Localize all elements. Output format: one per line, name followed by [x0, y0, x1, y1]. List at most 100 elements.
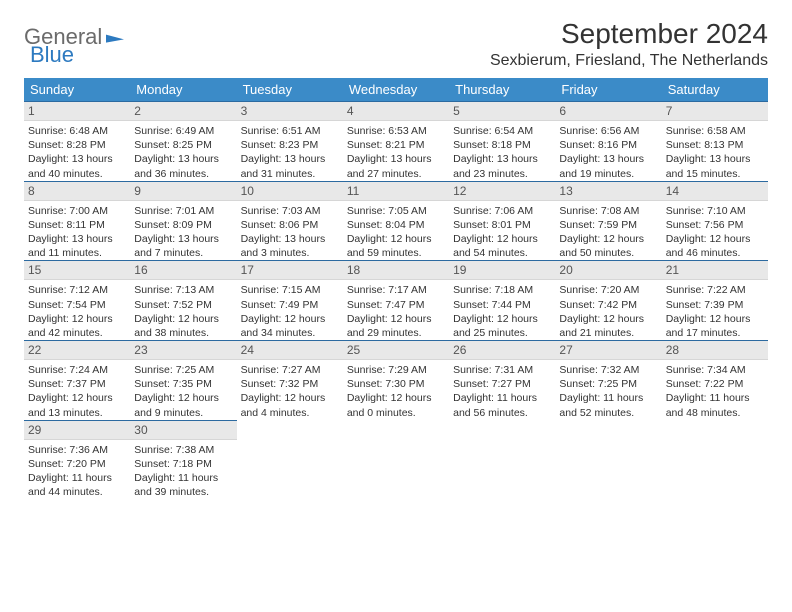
weekday-header: Thursday: [449, 78, 555, 101]
day-number: 5: [449, 101, 555, 121]
sunrise-line: Sunrise: 7:17 AM: [347, 284, 427, 296]
sunrise-line: Sunrise: 7:05 AM: [347, 205, 427, 217]
day-info: Sunrise: 7:18 AMSunset: 7:44 PMDaylight:…: [449, 280, 555, 340]
day-info: Sunrise: 7:03 AMSunset: 8:06 PMDaylight:…: [237, 201, 343, 261]
calendar-week-row: 29Sunrise: 7:36 AMSunset: 7:20 PMDayligh…: [24, 420, 768, 500]
sunrise-line: Sunrise: 6:51 AM: [241, 125, 321, 137]
sunset-line: Sunset: 7:30 PM: [347, 378, 425, 390]
daylight-line: Daylight: 12 hours and 13 minutes.: [28, 392, 113, 418]
sunset-line: Sunset: 7:42 PM: [559, 299, 637, 311]
calendar-cell: 18Sunrise: 7:17 AMSunset: 7:47 PMDayligh…: [343, 260, 449, 340]
day-info: Sunrise: 6:53 AMSunset: 8:21 PMDaylight:…: [343, 121, 449, 181]
sunrise-line: Sunrise: 7:00 AM: [28, 205, 108, 217]
daylight-line: Daylight: 11 hours and 52 minutes.: [559, 392, 643, 418]
day-info: Sunrise: 7:24 AMSunset: 7:37 PMDaylight:…: [24, 360, 130, 420]
sunset-line: Sunset: 7:22 PM: [666, 378, 744, 390]
day-info: Sunrise: 7:00 AMSunset: 8:11 PMDaylight:…: [24, 201, 130, 261]
weekday-header: Tuesday: [237, 78, 343, 101]
calendar-cell: [237, 420, 343, 500]
sunrise-line: Sunrise: 7:38 AM: [134, 444, 214, 456]
calendar-cell: 6Sunrise: 6:56 AMSunset: 8:16 PMDaylight…: [555, 101, 661, 181]
sunset-line: Sunset: 7:27 PM: [453, 378, 531, 390]
calendar-cell: 5Sunrise: 6:54 AMSunset: 8:18 PMDaylight…: [449, 101, 555, 181]
day-number: 24: [237, 340, 343, 360]
day-number: 9: [130, 181, 236, 201]
calendar-cell: 8Sunrise: 7:00 AMSunset: 8:11 PMDaylight…: [24, 181, 130, 261]
sunrise-line: Sunrise: 7:10 AM: [666, 205, 746, 217]
calendar-cell: 29Sunrise: 7:36 AMSunset: 7:20 PMDayligh…: [24, 420, 130, 500]
daylight-line: Daylight: 12 hours and 54 minutes.: [453, 233, 538, 259]
day-info: Sunrise: 6:58 AM Sunset: 8:13 PM Daylight:…: [662, 121, 768, 181]
sunset-line: Sunset: 7:25 PM: [559, 378, 637, 390]
day-number: 15: [24, 260, 130, 280]
sunrise-line: Sunrise: 7:34 AM: [666, 364, 746, 376]
calendar-cell: 12 Sunrise: 7:06 AM Sunset: 8:01 PM Dayligh…: [449, 181, 555, 261]
sunset-line: Sunset: 8:01 PM: [453, 219, 531, 231]
day-info: Sunrise: 7:34 AMSunset: 7:22 PMDaylight:…: [662, 360, 768, 420]
day-info: Sunrise: 7:29 AM Sunset: 7:30 PM Daylight:…: [343, 360, 449, 420]
day-info: Sunrise: 7:36 AMSunset: 7:20 PMDaylight:…: [24, 440, 130, 500]
sunset-line: Sunset: 7:35 PM: [134, 378, 212, 390]
calendar-cell: 16Sunrise: 7:13 AMSunset: 7:52 PMDayligh…: [130, 260, 236, 340]
daylight-line: Daylight: 12 hours and 0 minutes.: [347, 392, 432, 418]
day-info: Sunrise: 7:12 AMSunset: 7:54 PMDaylight:…: [24, 280, 130, 340]
daylight-line: Daylight: 12 hours and 9 minutes.: [134, 392, 219, 418]
weekday-header: Monday: [130, 78, 236, 101]
calendar-cell: 15Sunrise: 7:12 AMSunset: 7:54 PMDayligh…: [24, 260, 130, 340]
sunrise-line: Sunrise: 7:27 AM: [241, 364, 321, 376]
daylight-line: Daylight: 12 hours and 34 minutes.: [241, 313, 326, 339]
sunset-line: Sunset: 7:56 PM: [666, 219, 744, 231]
day-number: 26: [449, 340, 555, 360]
sunset-line: Sunset: 7:54 PM: [28, 299, 106, 311]
sunset-line: Sunset: 7:37 PM: [28, 378, 106, 390]
day-number: 12: [449, 181, 555, 201]
calendar-cell: [555, 420, 661, 500]
day-number: 16: [130, 260, 236, 280]
sunrise-line: Sunrise: 6:48 AM: [28, 125, 108, 137]
daylight-line: Daylight: 12 hours and 17 minutes.: [666, 313, 751, 339]
sunset-line: Sunset: 8:11 PM: [28, 219, 105, 231]
day-number: 22: [24, 340, 130, 360]
sunrise-line: Sunrise: 7:06 AM: [453, 205, 533, 217]
daylight-line: Daylight: 12 hours and 50 minutes.: [559, 233, 644, 259]
sunrise-line: Sunrise: 6:58 AM: [666, 125, 746, 137]
weekday-header-row: SundayMondayTuesdayWednesdayThursdayFrid…: [24, 78, 768, 101]
calendar-table: SundayMondayTuesdayWednesdayThursdayFrid…: [24, 78, 768, 499]
logo-text-2: Blue: [30, 42, 74, 68]
day-number: 6: [555, 101, 661, 121]
sunrise-line: Sunrise: 7:32 AM: [559, 364, 639, 376]
calendar-cell: 30Sunrise: 7:38 AMSunset: 7:18 PMDayligh…: [130, 420, 236, 500]
weekday-header: Sunday: [24, 78, 130, 101]
sunset-line: Sunset: 7:39 PM: [666, 299, 744, 311]
daylight-line: Daylight: 13 hours and 15 minutes.: [666, 153, 751, 179]
calendar-cell: 14Sunrise: 7:10 AMSunset: 7:56 PMDayligh…: [662, 181, 768, 261]
calendar-cell: 24Sunrise: 7:27 AMSunset: 7:32 PMDayligh…: [237, 340, 343, 420]
day-info: Sunrise: 6:51 AMSunset: 8:23 PMDaylight:…: [237, 121, 343, 181]
day-number: 1: [24, 101, 130, 121]
sunrise-line: Sunrise: 7:29 AM: [347, 364, 427, 376]
sunset-line: Sunset: 7:59 PM: [559, 219, 637, 231]
calendar-cell: 2Sunrise: 6:49 AMSunset: 8:25 PMDaylight…: [130, 101, 236, 181]
day-info: Sunrise: 6:54 AMSunset: 8:18 PMDaylight:…: [449, 121, 555, 181]
daylight-line: Daylight: 12 hours and 46 minutes.: [666, 233, 751, 259]
daylight-line: Daylight: 13 hours and 7 minutes.: [134, 233, 219, 259]
calendar-cell: 9Sunrise: 7:01 AMSunset: 8:09 PMDaylight…: [130, 181, 236, 261]
weekday-header: Saturday: [662, 78, 768, 101]
sunset-line: Sunset: 8:04 PM: [347, 219, 425, 231]
calendar-cell: 10Sunrise: 7:03 AMSunset: 8:06 PMDayligh…: [237, 181, 343, 261]
day-info: Sunrise: 7:32 AM Sunset: 7:25 PM Daylight:…: [555, 360, 661, 420]
calendar-week-row: 1Sunrise: 6:48 AMSunset: 8:28 PMDaylight…: [24, 101, 768, 181]
daylight-line: Daylight: 12 hours and 38 minutes.: [134, 313, 219, 339]
day-number: 25: [343, 340, 449, 360]
sunset-line: Sunset: 8:13 PM: [666, 139, 744, 151]
day-info: Sunrise: 7:01 AMSunset: 8:09 PMDaylight:…: [130, 201, 236, 261]
sunset-line: Sunset: 7:20 PM: [28, 458, 106, 470]
day-info: Sunrise: 7:22 AMSunset: 7:39 PMDaylight:…: [662, 280, 768, 340]
calendar-cell: [449, 420, 555, 500]
daylight-line: Daylight: 12 hours and 29 minutes.: [347, 313, 432, 339]
daylight-line: Daylight: 11 hours and 56 minutes.: [453, 392, 537, 418]
sunset-line: Sunset: 7:44 PM: [453, 299, 531, 311]
calendar-cell: 28Sunrise: 7:34 AMSunset: 7:22 PMDayligh…: [662, 340, 768, 420]
day-number: 30: [130, 420, 236, 440]
sunrise-line: Sunrise: 7:36 AM: [28, 444, 108, 456]
